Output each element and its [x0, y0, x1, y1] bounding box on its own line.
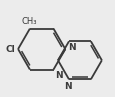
Text: Cl: Cl	[5, 45, 15, 54]
Text: CH₃: CH₃	[21, 17, 36, 26]
Text: N: N	[67, 43, 75, 52]
Text: N: N	[63, 82, 71, 91]
Text: N: N	[55, 71, 62, 80]
